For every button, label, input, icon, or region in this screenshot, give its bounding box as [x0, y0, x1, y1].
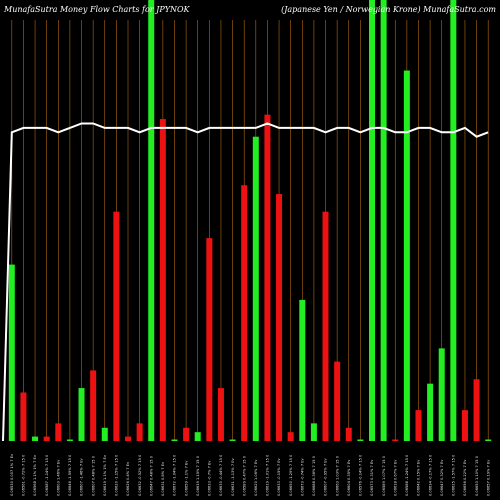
- x-tick-label: 0.06576 -0.14% 7 15 0: [359, 454, 363, 496]
- bar: [20, 392, 27, 441]
- bar: [392, 439, 399, 441]
- bar: [438, 348, 445, 441]
- x-tick-label: 0.06573 0.31% 7 Ev: [370, 459, 374, 496]
- x-tick-label: 0.06659 -1.1% 7 Ev: [184, 460, 188, 496]
- bar: [55, 423, 62, 441]
- x-tick-label: 0.06630 -0.44% 7 15 0: [219, 454, 223, 496]
- x-tick-label: 0.06620 1.06% 7 Ev: [254, 459, 258, 496]
- x-tick-label: 0.06633 -0.7% 7 Ev: [208, 460, 212, 496]
- x-tick-label: 0.06589 0.47% 7 15 0: [242, 455, 246, 496]
- money-flow-line: [2, 122, 489, 442]
- chart-title: MunafaSutra Money Flow Charts for JPYNOK: [3, 5, 191, 14]
- x-tick-label: 0.06647 0.32% 7 Ev: [440, 459, 444, 496]
- x-tick-label: 0.06603 1.46% 7 Ev: [56, 459, 60, 496]
- x-tick-label: 0.06642 0.15% 7 Ev: [417, 459, 421, 496]
- x-tick-label: 0.06589 1.07% 7 15 0: [382, 455, 386, 496]
- x-tick-label: 0.06530 0.007 1% 7 Ev: [10, 453, 14, 496]
- bar: [427, 383, 434, 441]
- x-tick-label: 0.06634 -0.17% 7 15 0: [428, 454, 432, 496]
- bar: [461, 410, 468, 441]
- x-tick-label: 0.06561 -0.72% 7 15 0: [22, 454, 26, 496]
- line-series: [2, 122, 489, 442]
- bar: [148, 0, 155, 441]
- bar: [32, 436, 39, 441]
- bar: [450, 0, 457, 441]
- bar: [229, 439, 236, 441]
- x-tick-label: 0.06607 -0.95% 7 Ev: [324, 457, 328, 496]
- bar: [299, 299, 306, 441]
- x-tick-label: 0.06653 1.10% 7 15 0: [475, 455, 479, 496]
- bar: [415, 410, 422, 441]
- x-tick-label: 0.06656 0.22% 7 Ev: [463, 459, 467, 496]
- bar: [125, 436, 131, 441]
- x-tick-label: 0.06657 0.19% 7 Ev: [486, 459, 490, 496]
- bar: [171, 439, 178, 441]
- x-tick-label: 0.06620 -1.15% 7 15 0: [115, 454, 119, 496]
- bar: [310, 423, 317, 441]
- bar: [276, 194, 283, 441]
- x-tick-label: 0.06632 -0.52% 7 15 0: [138, 454, 142, 496]
- bar: [357, 439, 364, 441]
- bar: [113, 211, 120, 441]
- bar: [241, 185, 248, 441]
- chart-subtitle: (Japanese Yen / Norwegian Krone) MunafaS…: [281, 5, 496, 14]
- bar: [287, 432, 294, 441]
- bar: [8, 264, 15, 441]
- bar: [43, 436, 50, 441]
- x-tick-label: 0.06646 -1.59% 7 15 0: [68, 454, 72, 496]
- bar: [252, 136, 259, 441]
- x-tick-label: 0.06607 -1.46% 7 Ev: [80, 457, 84, 496]
- x-tick-label: 0.06604 0.35% 7 Ev: [347, 459, 351, 496]
- bar: [183, 427, 190, 441]
- x-tick-label: 0.06631 0.8% 7 Ev: [161, 461, 165, 496]
- x-tick-label: 0.06688 0.36% 7 15 0: [312, 455, 316, 496]
- bar: [90, 370, 97, 441]
- bar: [194, 432, 201, 441]
- bar: [334, 361, 341, 441]
- x-tick-label: 0.06618 0.67% 7 Ev: [393, 459, 397, 496]
- x-tick-label: 0.06673 -0.74% 7 Ev: [300, 457, 304, 496]
- x-tick-label: 0.06631 -1.13% 7 Ev: [231, 457, 235, 496]
- bar: [206, 238, 213, 441]
- bar: [473, 379, 480, 441]
- bar-series: [8, 0, 492, 441]
- x-tick-label: 0.06619 1.1% 1% 7 Ev: [103, 454, 107, 496]
- x-tick-label: 0.06647 0.48% 7 15 0: [149, 455, 153, 496]
- x-tick-label: 0.06607 0.48% 7 15 0: [91, 455, 95, 496]
- bar: [403, 70, 410, 441]
- bar: [264, 114, 271, 441]
- bar: [485, 439, 492, 441]
- bar: [380, 0, 387, 441]
- x-tick-label: 0.06650 -1.29% 7 15 0: [289, 454, 293, 496]
- x-tick-label: 0.06587 -1.14% 7 15 0: [45, 454, 49, 496]
- x-tick-label: 0.06672 -1.04% 7 15 0: [173, 454, 177, 496]
- x-tick-label: 0.06588 -1.24% 7 15 0: [405, 454, 409, 496]
- x-tick-labels: 0.06530 0.007 1% 7 Ev 0.06561 -0.72% 7 15…: [10, 453, 490, 496]
- bar: [217, 388, 224, 441]
- x-tick-label: 0.06568 1.1% 1% 7 Ev: [33, 454, 37, 496]
- x-tick-label: 0.06619 1.15% 7 15 0: [196, 455, 200, 496]
- bar: [369, 0, 375, 441]
- bar: [322, 211, 329, 441]
- bar: [66, 439, 73, 441]
- bar: [159, 119, 166, 441]
- x-tick-label: 0.06663 1.03% 7 15 0: [335, 455, 339, 496]
- bar: [345, 427, 352, 441]
- bar: [101, 427, 108, 441]
- x-tick-label: 0.06633 -0.15% 7 Ev: [277, 457, 281, 496]
- bar: [136, 423, 143, 441]
- bar: [78, 388, 85, 441]
- x-tick-label: 0.06625 -1.57% 7 15 0: [452, 454, 456, 496]
- x-tick-label: 0.06626 0.4% 7 Ev: [126, 461, 130, 496]
- x-tick-label: 0.06619 -1.01% 7 15 0: [266, 454, 270, 496]
